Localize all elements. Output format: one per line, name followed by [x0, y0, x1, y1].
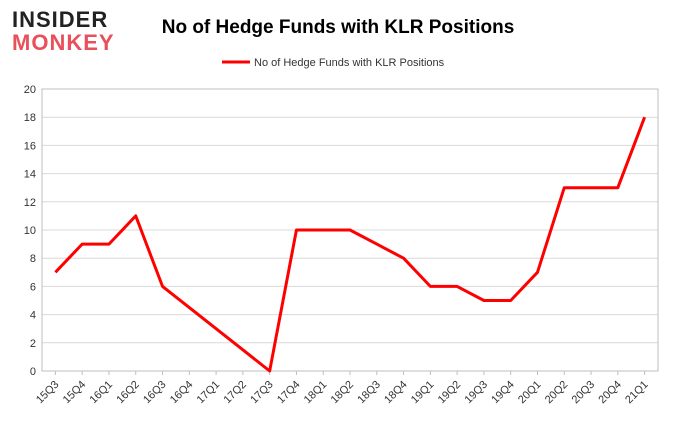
y-tick-label: 0: [30, 366, 36, 378]
y-tick-label: 18: [24, 112, 36, 124]
y-tick-label: 12: [24, 197, 36, 209]
y-tick-label: 4: [30, 310, 36, 322]
chart-title: No of Hedge Funds with KLR Positions: [162, 17, 515, 38]
y-tick-label: 6: [30, 281, 36, 293]
y-tick-label: 8: [30, 253, 36, 265]
logo-line2: MONKEY: [12, 30, 115, 55]
y-tick-label: 14: [24, 169, 36, 181]
y-tick-label: 10: [24, 225, 36, 237]
logo-line1: INSIDER: [12, 7, 108, 32]
y-tick-label: 16: [24, 140, 36, 152]
y-tick-label: 20: [24, 84, 36, 96]
series-line: [54, 116, 647, 373]
legend-label: No of Hedge Funds with KLR Positions: [254, 57, 445, 69]
y-tick-label: 2: [30, 338, 36, 350]
